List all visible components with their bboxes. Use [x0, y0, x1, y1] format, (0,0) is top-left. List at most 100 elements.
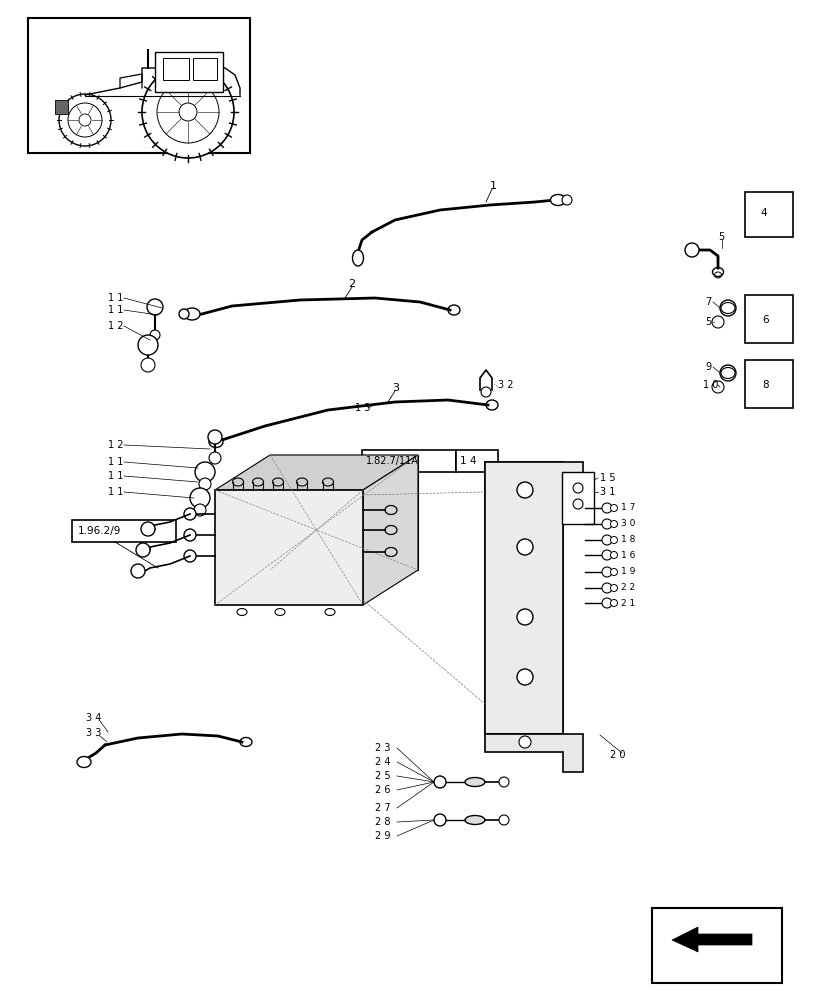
Polygon shape [672, 927, 751, 952]
Text: 3: 3 [391, 383, 399, 393]
Circle shape [147, 299, 163, 315]
Bar [361, 450, 456, 472]
Circle shape [184, 508, 196, 520]
Text: 7: 7 [704, 297, 710, 307]
Text: 1 6: 1 6 [620, 550, 634, 560]
Text: 2 3: 2 3 [375, 743, 390, 753]
Circle shape [433, 776, 446, 788]
Text: 2 6: 2 6 [375, 785, 390, 795]
Circle shape [609, 504, 617, 512]
Text: 9: 9 [704, 362, 710, 372]
Polygon shape [485, 734, 582, 772]
Bar [562, 472, 593, 524]
Circle shape [601, 567, 611, 577]
Circle shape [572, 499, 582, 509]
Bar [193, 58, 217, 80]
Circle shape [516, 482, 533, 498]
Ellipse shape [208, 436, 222, 448]
Circle shape [601, 550, 611, 560]
Circle shape [572, 483, 582, 493]
Text: 1 7: 1 7 [620, 504, 634, 512]
Ellipse shape [184, 308, 200, 320]
Text: 2 5: 2 5 [375, 771, 390, 781]
Ellipse shape [550, 194, 565, 206]
Circle shape [150, 330, 160, 340]
Text: 3 2: 3 2 [497, 380, 513, 390]
Circle shape [208, 452, 221, 464]
Text: 2: 2 [347, 279, 355, 289]
Text: 1 1: 1 1 [108, 293, 123, 303]
Circle shape [609, 599, 617, 606]
Ellipse shape [465, 778, 485, 786]
Circle shape [609, 536, 617, 544]
Text: 5: 5 [717, 232, 724, 242]
Circle shape [198, 478, 211, 490]
Circle shape [157, 81, 218, 143]
Circle shape [609, 584, 617, 591]
Text: 1.82.7/11A: 1.82.7/11A [366, 456, 418, 466]
Polygon shape [362, 455, 418, 605]
Text: 3 1: 3 1 [600, 487, 614, 497]
Text: 1: 1 [490, 181, 496, 191]
Ellipse shape [465, 815, 485, 824]
Circle shape [141, 358, 155, 372]
Text: 1 1: 1 1 [108, 457, 123, 467]
Text: 3 4: 3 4 [86, 713, 101, 723]
Text: 5: 5 [704, 317, 710, 327]
Text: 2 2: 2 2 [620, 584, 634, 592]
Text: 1 5: 1 5 [600, 473, 614, 483]
Text: 2 1: 2 1 [620, 598, 634, 607]
Circle shape [141, 66, 234, 158]
Circle shape [516, 539, 533, 555]
Text: 4: 4 [759, 208, 766, 218]
Bar [744, 360, 792, 408]
Circle shape [516, 669, 533, 685]
Circle shape [194, 504, 206, 516]
Text: 1 1: 1 1 [108, 305, 123, 315]
Circle shape [68, 103, 102, 137]
Circle shape [59, 94, 111, 146]
Circle shape [609, 552, 617, 558]
Polygon shape [485, 462, 582, 734]
Circle shape [609, 520, 617, 528]
Text: 1 9: 1 9 [620, 568, 634, 576]
Text: 2 0: 2 0 [609, 750, 624, 760]
Circle shape [711, 316, 723, 328]
Bar [456, 450, 497, 472]
Text: 1 8: 1 8 [620, 536, 634, 544]
Circle shape [719, 300, 735, 316]
Polygon shape [55, 100, 68, 114]
Bar [744, 295, 792, 343]
Circle shape [519, 736, 530, 748]
Text: 2 7: 2 7 [375, 803, 390, 813]
Polygon shape [215, 455, 418, 490]
Circle shape [499, 777, 509, 787]
Text: 1 3: 1 3 [355, 403, 370, 413]
Ellipse shape [77, 756, 91, 768]
Circle shape [131, 564, 145, 578]
Circle shape [719, 365, 735, 381]
Text: 1.96.2/9: 1.96.2/9 [78, 526, 122, 536]
Circle shape [562, 195, 571, 205]
Bar [72, 520, 176, 542]
Circle shape [179, 103, 197, 121]
Circle shape [136, 543, 150, 557]
Bar [651, 908, 781, 983]
Text: 1 1: 1 1 [108, 471, 123, 481]
Circle shape [184, 529, 196, 541]
Circle shape [189, 488, 210, 508]
Circle shape [138, 335, 158, 355]
Bar [163, 58, 189, 80]
Text: 2 9: 2 9 [375, 831, 390, 841]
Circle shape [79, 114, 91, 126]
Circle shape [433, 814, 446, 826]
Circle shape [184, 550, 196, 562]
Text: 2 4: 2 4 [375, 757, 390, 767]
Text: 1 2: 1 2 [108, 440, 123, 450]
Circle shape [480, 387, 490, 397]
Polygon shape [270, 455, 418, 570]
Bar [28, 18, 250, 153]
Bar [155, 52, 222, 92]
Circle shape [601, 535, 611, 545]
Text: 2 8: 2 8 [375, 817, 390, 827]
